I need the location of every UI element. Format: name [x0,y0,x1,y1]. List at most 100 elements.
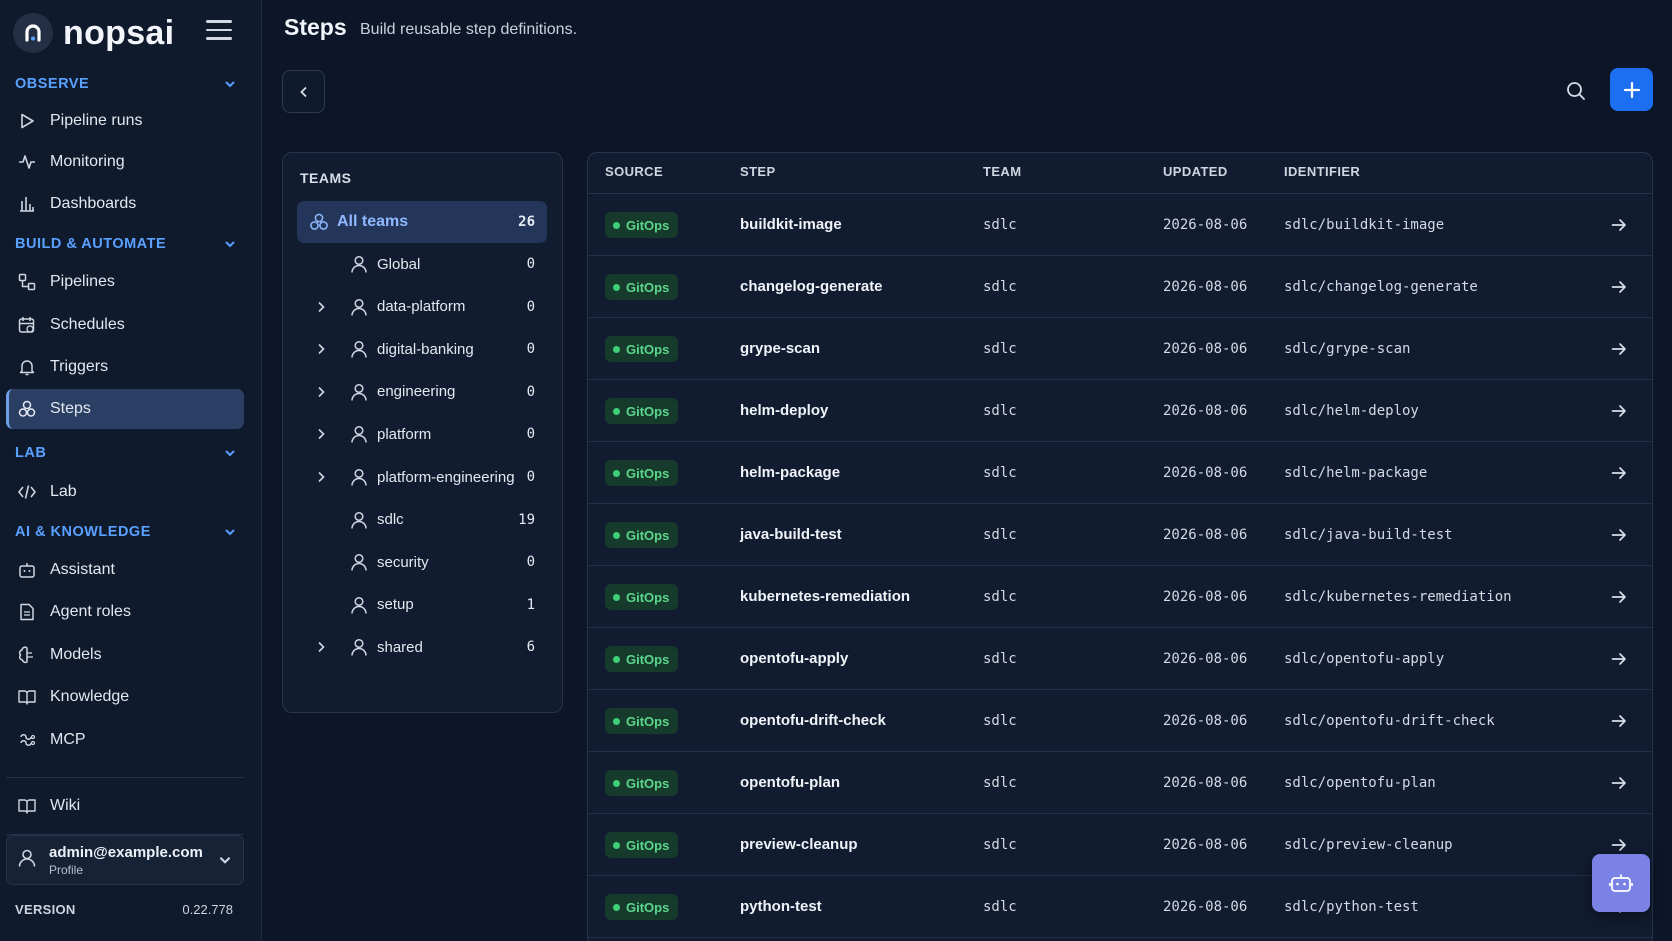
sidebar-item-schedules[interactable]: Schedules [6,305,244,345]
table-row[interactable]: GitOps helm-package sdlc 2026-08-06 sdlc/hel… [588,442,1652,504]
team-count: 0 [526,341,535,358]
sidebar-item-pipeline-runs[interactable]: Pipeline runs [6,101,244,141]
team-count: 0 [526,426,535,443]
step-team: sdlc [983,775,1017,791]
assistant-chat-button[interactable] [1592,854,1650,912]
step-team: sdlc [983,341,1017,357]
status-dot-icon [613,593,620,601]
table-row[interactable]: GitOps opentofu-apply sdlc 2026-08-06 sdlc/o… [588,628,1652,690]
profile-menu[interactable]: admin@example.com Profile [6,835,244,885]
table-row[interactable]: GitOps opentofu-plan sdlc 2026-08-06 sdlc/op… [588,752,1652,814]
arrow-right-icon[interactable] [1608,586,1630,608]
hamburger-icon [206,20,232,23]
team-filter-item[interactable]: setup 1 [297,584,547,626]
column-header-team[interactable]: TEAM [983,164,1022,179]
step-updated: 2026-08-06 [1163,341,1248,357]
team-filter-all[interactable]: All teams 26 [297,201,547,243]
column-header-updated[interactable]: UPDATED [1163,164,1228,179]
source-label: GitOps [626,403,670,419]
arrow-right-icon[interactable] [1608,524,1630,546]
team-filter-item[interactable]: Global 0 [297,243,547,285]
team-filter-item[interactable]: data-platform 0 [297,286,547,328]
arrow-right-icon[interactable] [1608,400,1630,422]
column-header-identifier[interactable]: IDENTIFIER [1284,164,1361,179]
sidebar-item-steps[interactable]: Steps [6,389,244,429]
table-row[interactable]: GitOps preview-cleanup sdlc 2026-08-06 sdlc/… [588,814,1652,876]
arrow-right-icon[interactable] [1608,772,1630,794]
table-row[interactable]: GitOps changelog-generate sdlc 2026-08-06 sd… [588,256,1652,318]
sidebar-item-knowledge[interactable]: Knowledge [6,677,244,717]
team-count: 0 [526,298,535,315]
chevron-right-icon[interactable] [311,467,331,487]
user-icon [349,254,369,274]
chevron-left-icon [299,86,307,97]
sidebar-item-assistant[interactable]: Assistant [6,550,244,590]
step-name: helm-package [740,464,841,481]
section-label: BUILD & AUTOMATE [15,236,167,252]
section-observe[interactable]: OBSERVE [15,73,237,95]
sidebar-divider [6,777,244,778]
steps-table: SOURCE STEP TEAM UPDATED IDENTIFIER GitO… [587,152,1653,941]
section-ai-knowledge[interactable]: AI & KNOWLEDGE [15,521,237,543]
sidebar-item-wiki[interactable]: Wiki [6,786,244,826]
arrow-right-icon[interactable] [1608,462,1630,484]
user-icon [349,467,369,487]
table-row[interactable]: GitOps java-build-test sdlc 2026-08-06 sdlc/… [588,504,1652,566]
teams-heading: TEAMS [300,170,352,186]
source-badge: GitOps [605,274,679,300]
team-filter-item[interactable]: platform 0 [297,413,547,455]
team-filter-item[interactable]: sdlc 19 [297,499,547,541]
search-button[interactable] [1562,77,1590,105]
book-open-icon [17,687,37,707]
arrow-right-icon[interactable] [1608,276,1630,298]
chevron-right-icon[interactable] [311,297,331,317]
chevron-right-icon[interactable] [311,424,331,444]
arrow-right-icon[interactable] [1608,648,1630,670]
table-row[interactable]: GitOps buildkit-image sdlc 2026-08-06 sdlc/b… [588,194,1652,256]
add-step-button[interactable] [1610,68,1653,111]
arrow-right-icon[interactable] [1608,710,1630,732]
sidebar-item-dashboards[interactable]: Dashboards [6,184,244,224]
section-lab[interactable]: LAB [15,442,237,464]
arrow-right-icon[interactable] [1608,338,1630,360]
table-row[interactable]: GitOps helm-deploy sdlc 2026-08-06 sdlc/helm… [588,380,1652,442]
sidebar-item-pipelines[interactable]: Pipelines [6,262,244,302]
sidebar-item-lab[interactable]: Lab [6,472,244,512]
team-filter-item[interactable]: digital-banking 0 [297,328,547,370]
chevron-right-icon[interactable] [311,382,331,402]
table-row[interactable]: GitOps opentofu-drift-check sdlc 2026-08-06… [588,690,1652,752]
step-updated: 2026-08-06 [1163,899,1248,915]
sidebar-item-label: Knowledge [50,688,130,705]
source-label: GitOps [626,341,670,357]
team-filter-item[interactable]: engineering 0 [297,371,547,413]
sidebar-item-label: Schedules [50,316,125,333]
status-dot-icon [613,407,620,415]
sidebar-item-models[interactable]: Models [6,635,244,675]
step-identifier: sdlc/buildkit-image [1284,217,1445,233]
team-filter-item[interactable]: security 0 [297,541,547,583]
chevron-right-icon[interactable] [311,339,331,359]
arrow-right-icon[interactable] [1608,214,1630,236]
table-row[interactable]: GitOps grype-scan sdlc 2026-08-06 sdlc/grype… [588,318,1652,380]
collapse-teams-button[interactable] [282,70,325,113]
bell-icon [17,357,37,377]
chevron-right-icon[interactable] [311,637,331,657]
column-header-source[interactable]: SOURCE [605,164,664,179]
sidebar-item-monitoring[interactable]: Monitoring [6,142,244,182]
menu-toggle-button[interactable] [206,20,232,44]
table-row[interactable]: GitOps kubernetes-remediation sdlc 2026-08-… [588,566,1652,628]
hamburger-icon-line [206,28,232,31]
sidebar-item-triggers[interactable]: Triggers [6,347,244,387]
section-build-automate[interactable]: BUILD & AUTOMATE [15,233,237,255]
arrow-right-icon[interactable] [1608,834,1630,856]
sidebar-item-mcp[interactable]: MCP [6,720,244,760]
step-team: sdlc [983,279,1017,295]
sidebar-item-agent-roles[interactable]: Agent roles [6,592,244,632]
table-row[interactable]: GitOps python-test sdlc 2026-08-06 sdlc/pyth… [588,876,1652,938]
step-name: buildkit-image [740,216,842,233]
column-header-step[interactable]: STEP [740,164,776,179]
brand[interactable]: nopsai [13,13,174,53]
team-filter-item[interactable]: platform-engineering 0 [297,456,547,498]
team-filter-item[interactable]: shared 6 [297,626,547,668]
status-dot-icon [613,655,620,663]
